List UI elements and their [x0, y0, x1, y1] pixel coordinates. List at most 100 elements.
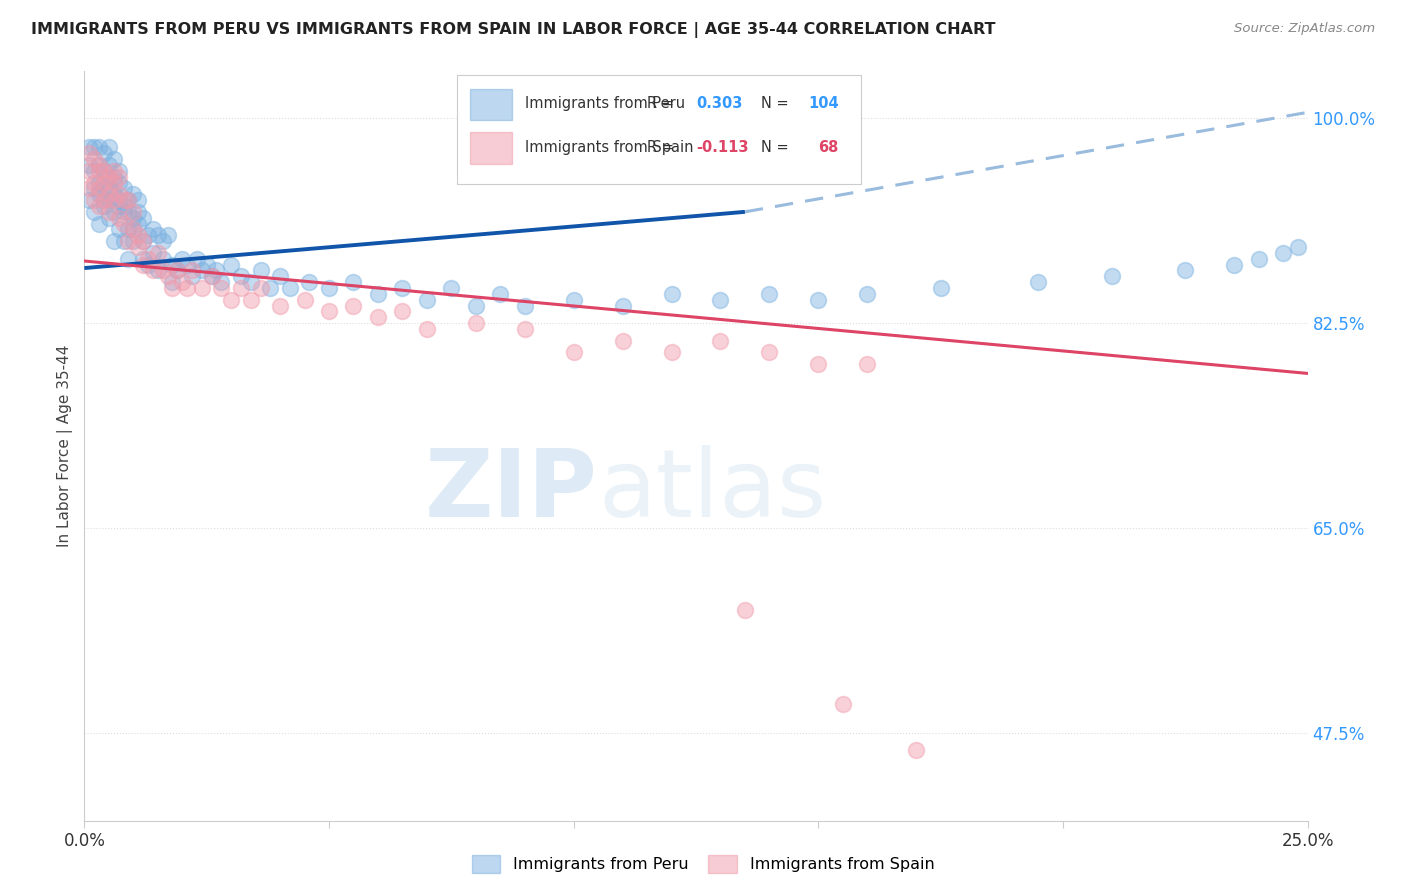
Point	[103, 193, 125, 207]
Point	[186, 252, 208, 266]
Point	[93, 176, 115, 190]
Point	[1272, 245, 1295, 260]
Point	[318, 304, 340, 318]
Point	[122, 211, 145, 225]
Text: Immigrants from Peru: Immigrants from Peru	[524, 96, 685, 112]
Point	[259, 281, 281, 295]
Point	[807, 293, 830, 307]
Point	[103, 152, 125, 166]
Point	[464, 316, 486, 330]
Point	[83, 193, 105, 207]
Point	[181, 269, 204, 284]
Point	[758, 345, 780, 359]
Point	[87, 181, 110, 195]
Point	[117, 193, 139, 207]
Point	[127, 204, 149, 219]
Point	[122, 234, 145, 248]
Point	[166, 263, 188, 277]
Point	[112, 204, 135, 219]
Point	[229, 281, 252, 295]
Point	[856, 357, 879, 371]
Point	[117, 234, 139, 248]
Point	[87, 187, 110, 202]
Point	[209, 281, 232, 295]
Point	[172, 275, 194, 289]
Text: 0.303: 0.303	[696, 96, 742, 112]
Text: Immigrants from Spain: Immigrants from Spain	[524, 139, 693, 154]
Y-axis label: In Labor Force | Age 35-44: In Labor Force | Age 35-44	[58, 345, 73, 547]
Point	[83, 181, 105, 195]
Point	[229, 269, 252, 284]
Point	[391, 281, 413, 295]
Point	[132, 252, 155, 266]
Point	[132, 234, 155, 248]
Point	[209, 275, 232, 289]
Point	[103, 169, 125, 184]
Point	[117, 204, 139, 219]
Point	[87, 140, 110, 154]
Point	[136, 258, 159, 272]
Point	[107, 199, 129, 213]
Text: 68: 68	[818, 139, 838, 154]
FancyBboxPatch shape	[457, 75, 860, 184]
Point	[87, 158, 110, 172]
Point	[93, 193, 115, 207]
Point	[562, 293, 585, 307]
Point	[107, 211, 129, 225]
Point	[97, 140, 120, 154]
Point	[107, 187, 129, 202]
Point	[269, 298, 291, 313]
Point	[156, 269, 179, 284]
Point	[112, 234, 135, 248]
Point	[117, 252, 139, 266]
Point	[416, 322, 439, 336]
Text: atlas: atlas	[598, 445, 827, 537]
Point	[103, 204, 125, 219]
Point	[166, 263, 188, 277]
Point	[142, 222, 165, 236]
Point	[298, 275, 321, 289]
Point	[1247, 252, 1270, 266]
Point	[513, 298, 536, 313]
Point	[709, 293, 731, 307]
Text: ZIP: ZIP	[425, 445, 598, 537]
Point	[112, 181, 135, 195]
Point	[112, 193, 135, 207]
Point	[112, 217, 135, 231]
Point	[562, 345, 585, 359]
Point	[122, 204, 145, 219]
Point	[97, 211, 120, 225]
Text: Source: ZipAtlas.com: Source: ZipAtlas.com	[1234, 22, 1375, 36]
Point	[107, 193, 129, 207]
Point	[205, 263, 228, 277]
Point	[734, 603, 756, 617]
Point	[83, 176, 105, 190]
Point	[278, 281, 301, 295]
Point	[162, 275, 184, 289]
Point	[77, 158, 100, 172]
Point	[709, 334, 731, 348]
Text: N =: N =	[761, 139, 789, 154]
Point	[83, 204, 105, 219]
Text: N =: N =	[761, 96, 789, 112]
Point	[612, 334, 634, 348]
Point	[191, 263, 214, 277]
Point	[416, 293, 439, 307]
Point	[269, 269, 291, 284]
Point	[87, 158, 110, 172]
Point	[93, 199, 115, 213]
Point	[93, 164, 115, 178]
Text: -0.113: -0.113	[696, 139, 748, 154]
Point	[77, 181, 100, 195]
Point	[172, 252, 194, 266]
Point	[191, 281, 214, 295]
Point	[318, 281, 340, 295]
Point	[87, 217, 110, 231]
Point	[249, 263, 271, 277]
Point	[127, 193, 149, 207]
Point	[77, 140, 100, 154]
Point	[132, 211, 155, 225]
Point	[342, 275, 364, 289]
Point	[103, 164, 125, 178]
Point	[132, 234, 155, 248]
